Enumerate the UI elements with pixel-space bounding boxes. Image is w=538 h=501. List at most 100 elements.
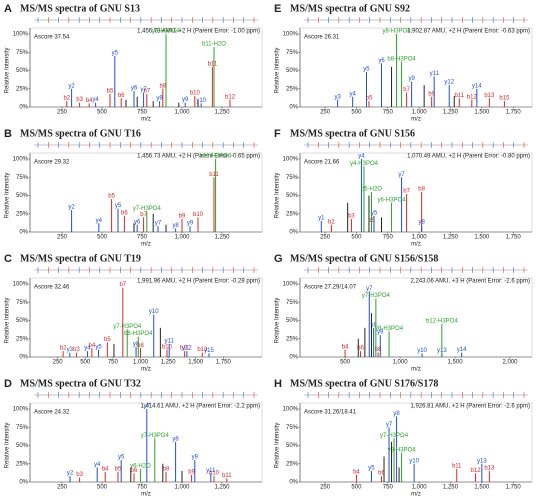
y-tick-label: 75% [16, 425, 29, 431]
x-axis-title: m/z [141, 367, 151, 373]
x-tick-label: 1,500 [448, 360, 464, 366]
peak-label: y7 [140, 87, 147, 93]
y-tick-label: 0% [289, 230, 298, 236]
y-tick-label: 0% [19, 355, 28, 361]
peak-label: y7-H3PO4 [133, 206, 162, 212]
peak-label: y9 [377, 330, 384, 336]
peak-label: y7 [366, 286, 373, 292]
peak-label: b11 [180, 346, 190, 352]
panel-title: MS/MS spectra of GNU S13 [20, 3, 140, 14]
peak-label: y5 [115, 203, 122, 209]
y-tick-label: 25% [16, 211, 29, 217]
panel-title: MS/MS spectra of GNU S156 [290, 128, 415, 139]
peak-label: b8 [159, 83, 166, 89]
x-tick-label: 1,000 [412, 485, 428, 491]
y-tick-label: 50% [286, 193, 299, 199]
y-tick-label: 50% [16, 443, 29, 449]
peak-label: y8 [393, 411, 400, 417]
y-tick-label: 0% [289, 355, 298, 361]
peak-label: y4-H3PO4 [350, 161, 379, 167]
panel-label: A [4, 3, 12, 15]
peak-label: y11 [206, 468, 216, 474]
peak-label: y10 [196, 98, 206, 104]
peak-label: b7 [143, 88, 150, 94]
y-tick-label: 50% [286, 68, 299, 74]
x-tick-label: 1,250 [214, 235, 230, 241]
x-tick-label: 750 [108, 360, 119, 366]
x-tick-label: 250 [320, 485, 331, 491]
peak-label: y10 [149, 309, 159, 315]
peak-label: b4 [342, 344, 349, 350]
peak-label: b12-H3PO4 [426, 319, 458, 325]
panel-label: H [274, 378, 282, 390]
peak-label: b9 [428, 91, 435, 97]
x-tick-label: 1,000 [133, 360, 149, 366]
x-axis-title: m/z [411, 367, 421, 373]
x-axis-title: m/z [141, 242, 151, 248]
peak-label: y11 [165, 338, 175, 344]
y-tick-label: 100% [283, 32, 299, 38]
y-tick-label: 75% [286, 425, 299, 431]
panel-title: MS/MS spectra of GNU S176/S178 [290, 378, 438, 389]
peak-label: y12 [444, 80, 454, 86]
peak-label: y7 [144, 404, 151, 410]
peak-label: y2 [68, 205, 75, 211]
peak-label: y7-H3PO4 [362, 293, 391, 299]
peak-label: y8-H3PO4 [375, 326, 404, 332]
peak-label: b3 [348, 213, 355, 219]
panel-title: MS/MS spectra of GNU T19 [20, 253, 141, 264]
ascore: Ascore 21.66 [304, 160, 340, 166]
peak-label: b9 [179, 213, 186, 219]
x-tick-label: 1,250 [214, 110, 230, 116]
x-tick-label: 1,500 [188, 360, 204, 366]
y-tick-label: 100% [283, 407, 299, 413]
panel-label: C [4, 253, 12, 265]
peak-label: b4 [86, 98, 93, 104]
parent-info: 2,243.06 AMU, +3 H (Parent Error: -2.6 p… [410, 279, 530, 285]
y-tick-label: 100% [283, 157, 299, 163]
x-axis-title: m/z [411, 242, 421, 248]
peak-label: y7-H3PO4 [141, 433, 170, 439]
x-tick-label: 750 [137, 485, 148, 491]
peak-label: b2 [60, 346, 67, 352]
x-tick-label: 1,750 [506, 235, 522, 241]
peak-label: b11 [454, 93, 464, 99]
x-tick-label: 250 [320, 110, 331, 116]
peak-label: b7 [140, 212, 147, 218]
peak-label: y5 [368, 466, 375, 472]
y-tick-label: 25% [16, 461, 29, 467]
panel-label: B [4, 128, 12, 140]
peak-label: b8-H3PO4 [387, 56, 416, 62]
peak-label: y4 [349, 91, 356, 97]
y-axis-title: Relative Intensity [5, 298, 11, 344]
peak-label: y6 [131, 86, 138, 92]
peak-label: b11 [209, 172, 219, 178]
y-tick-label: 50% [286, 443, 299, 449]
peak-label: y5 [363, 67, 370, 73]
peak-label: y6 [378, 58, 385, 64]
parent-info: 1,991.96 AMU, +2 H (Parent Error: -0.28 … [137, 279, 260, 285]
peak-label: y5 [112, 50, 119, 56]
peak-label: b10 [209, 471, 220, 477]
panel-label: D [4, 378, 12, 390]
x-tick-label: 750 [383, 110, 394, 116]
peak-label: b13 [484, 466, 495, 472]
peak-label: b11-H2O [202, 42, 226, 48]
y-tick-label: 100% [283, 282, 299, 288]
peak-label: b5 [108, 194, 115, 200]
peak-label: b6 [118, 93, 125, 99]
x-tick-label: 250 [57, 235, 68, 241]
peak-label: b11-H3PO4 [200, 154, 232, 160]
peak-label: b8 [375, 347, 382, 353]
peak-label: y8 [172, 223, 179, 229]
peak-label: y8 [370, 322, 377, 328]
peak-label: b4 [89, 343, 96, 349]
x-tick-label: 1,500 [474, 485, 490, 491]
peak-label: y8 [418, 219, 425, 225]
peak-label: b13 [484, 93, 495, 99]
x-tick-label: 1,000 [174, 235, 190, 241]
peak-label: y8 [172, 436, 179, 442]
y-tick-label: 75% [286, 175, 299, 181]
peak-label: y9 [187, 221, 194, 227]
x-tick-label: 1,750 [506, 485, 522, 491]
